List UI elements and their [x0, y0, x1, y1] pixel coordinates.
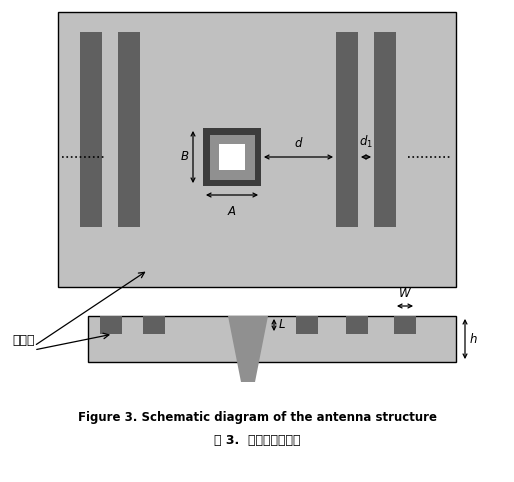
Bar — [58, 12, 456, 287]
Text: Figure 3. Schematic diagram of the antenna structure: Figure 3. Schematic diagram of the anten… — [78, 412, 436, 425]
Text: $A$: $A$ — [227, 205, 237, 218]
Text: $B$: $B$ — [180, 150, 189, 163]
Text: 波纹槽: 波纹槽 — [12, 334, 34, 347]
Bar — [88, 316, 456, 362]
Bar — [394, 316, 416, 334]
Text: $d_1$: $d_1$ — [359, 134, 373, 150]
Text: 图 3.  天线结构示意图: 图 3. 天线结构示意图 — [214, 433, 300, 446]
Bar — [346, 316, 368, 334]
Bar — [336, 32, 358, 227]
Text: $L$: $L$ — [278, 319, 286, 332]
Bar — [374, 32, 396, 227]
Bar — [118, 32, 140, 227]
Polygon shape — [228, 316, 268, 382]
Bar — [296, 316, 318, 334]
Bar — [219, 144, 245, 170]
Bar — [100, 316, 122, 334]
Text: $d$: $d$ — [293, 136, 303, 150]
Bar — [203, 128, 261, 186]
Bar — [210, 134, 254, 179]
Text: $W$: $W$ — [398, 287, 412, 300]
Bar — [80, 32, 102, 227]
Text: $h$: $h$ — [469, 332, 478, 346]
Bar — [143, 316, 165, 334]
